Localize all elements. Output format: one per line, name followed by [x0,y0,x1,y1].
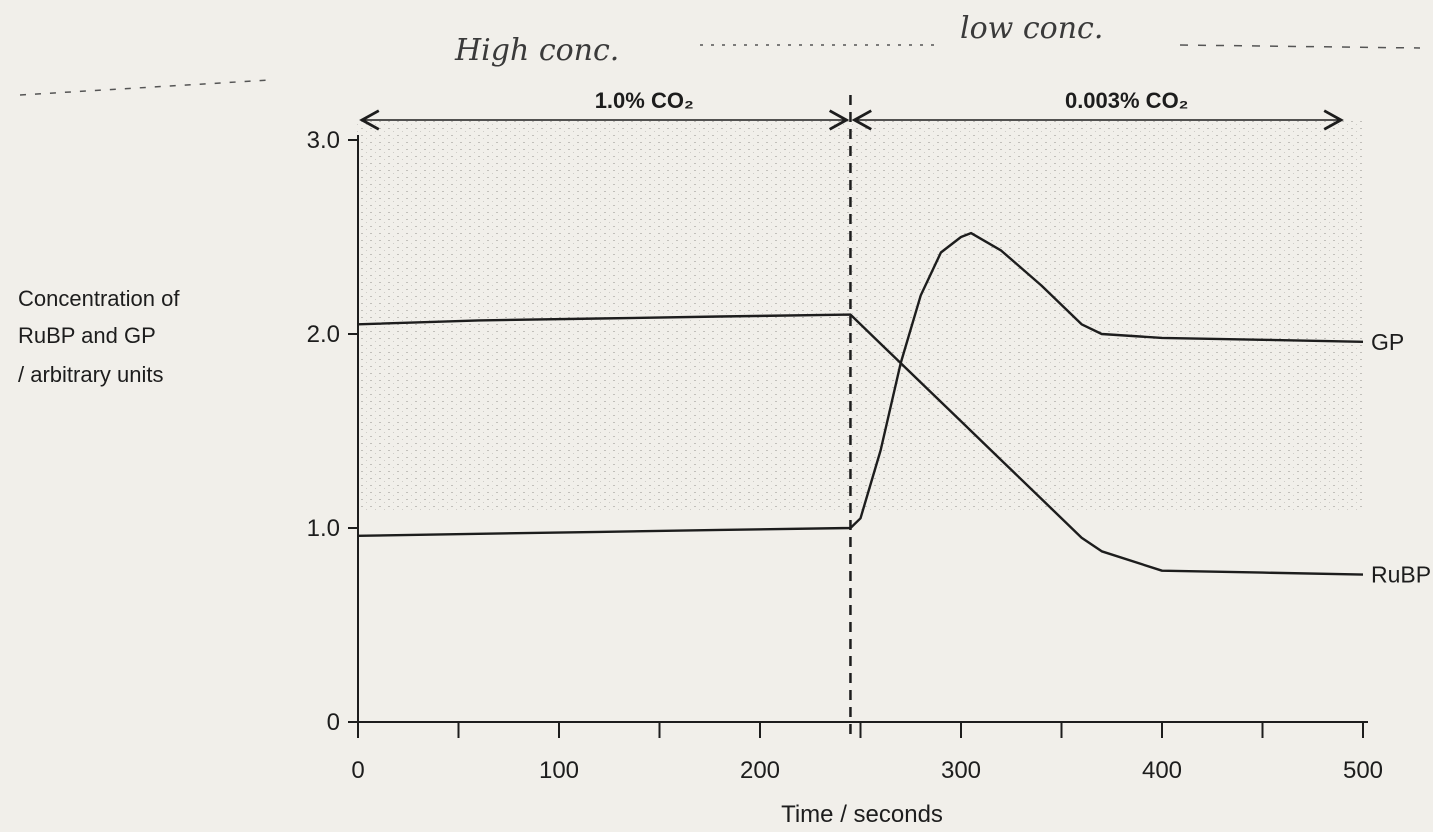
annotation-low-conc: low conc. [960,11,1103,46]
series-label-gp: GP [1371,329,1404,355]
y-tick-label: 2.0 [307,321,340,348]
handwritten-notes: High conc. low conc. [19,11,1421,96]
y-tick-label: 3.0 [307,127,340,154]
y-axis-title: Concentration of RuBP and GP / arbitrary… [18,286,180,387]
y-axis-title-line-1: Concentration of [18,286,180,311]
dashed-underline-left [19,79,271,96]
co2-periods: 1.0% CO₂ 0.003% CO₂ [359,88,1344,131]
series-line-gp [357,231,1364,537]
series-line-rubp [357,313,1364,576]
x-axis-title: Time / seconds [781,801,943,828]
x-tick-label: 200 [740,757,780,784]
x-tick-label: 0 [351,757,364,784]
annotation-high-conc: High conc. [454,33,619,68]
x-tick-label: 500 [1343,757,1383,784]
period-label-high: 1.0% CO₂ [595,88,694,113]
dashed-underline-right [1179,44,1421,49]
axes: 0 1.0 2.0 3.0 0 100 200 300 400 500 [307,95,1383,784]
x-tick-label: 400 [1142,757,1182,784]
period-label-low: 0.003% CO₂ [1065,88,1189,113]
y-axis-title-line-3: / arbitrary units [18,362,164,387]
background-texture [355,120,1365,510]
series-layer: RuBP GP [357,231,1431,588]
series-label-rubp: RuBP [1371,562,1431,588]
x-tick-label: 100 [539,757,579,784]
y-tick-label: 0 [327,709,340,736]
y-axis-title-line-2: RuBP and GP [18,323,156,348]
y-tick-label: 1.0 [307,515,340,542]
x-tick-label: 300 [941,757,981,784]
